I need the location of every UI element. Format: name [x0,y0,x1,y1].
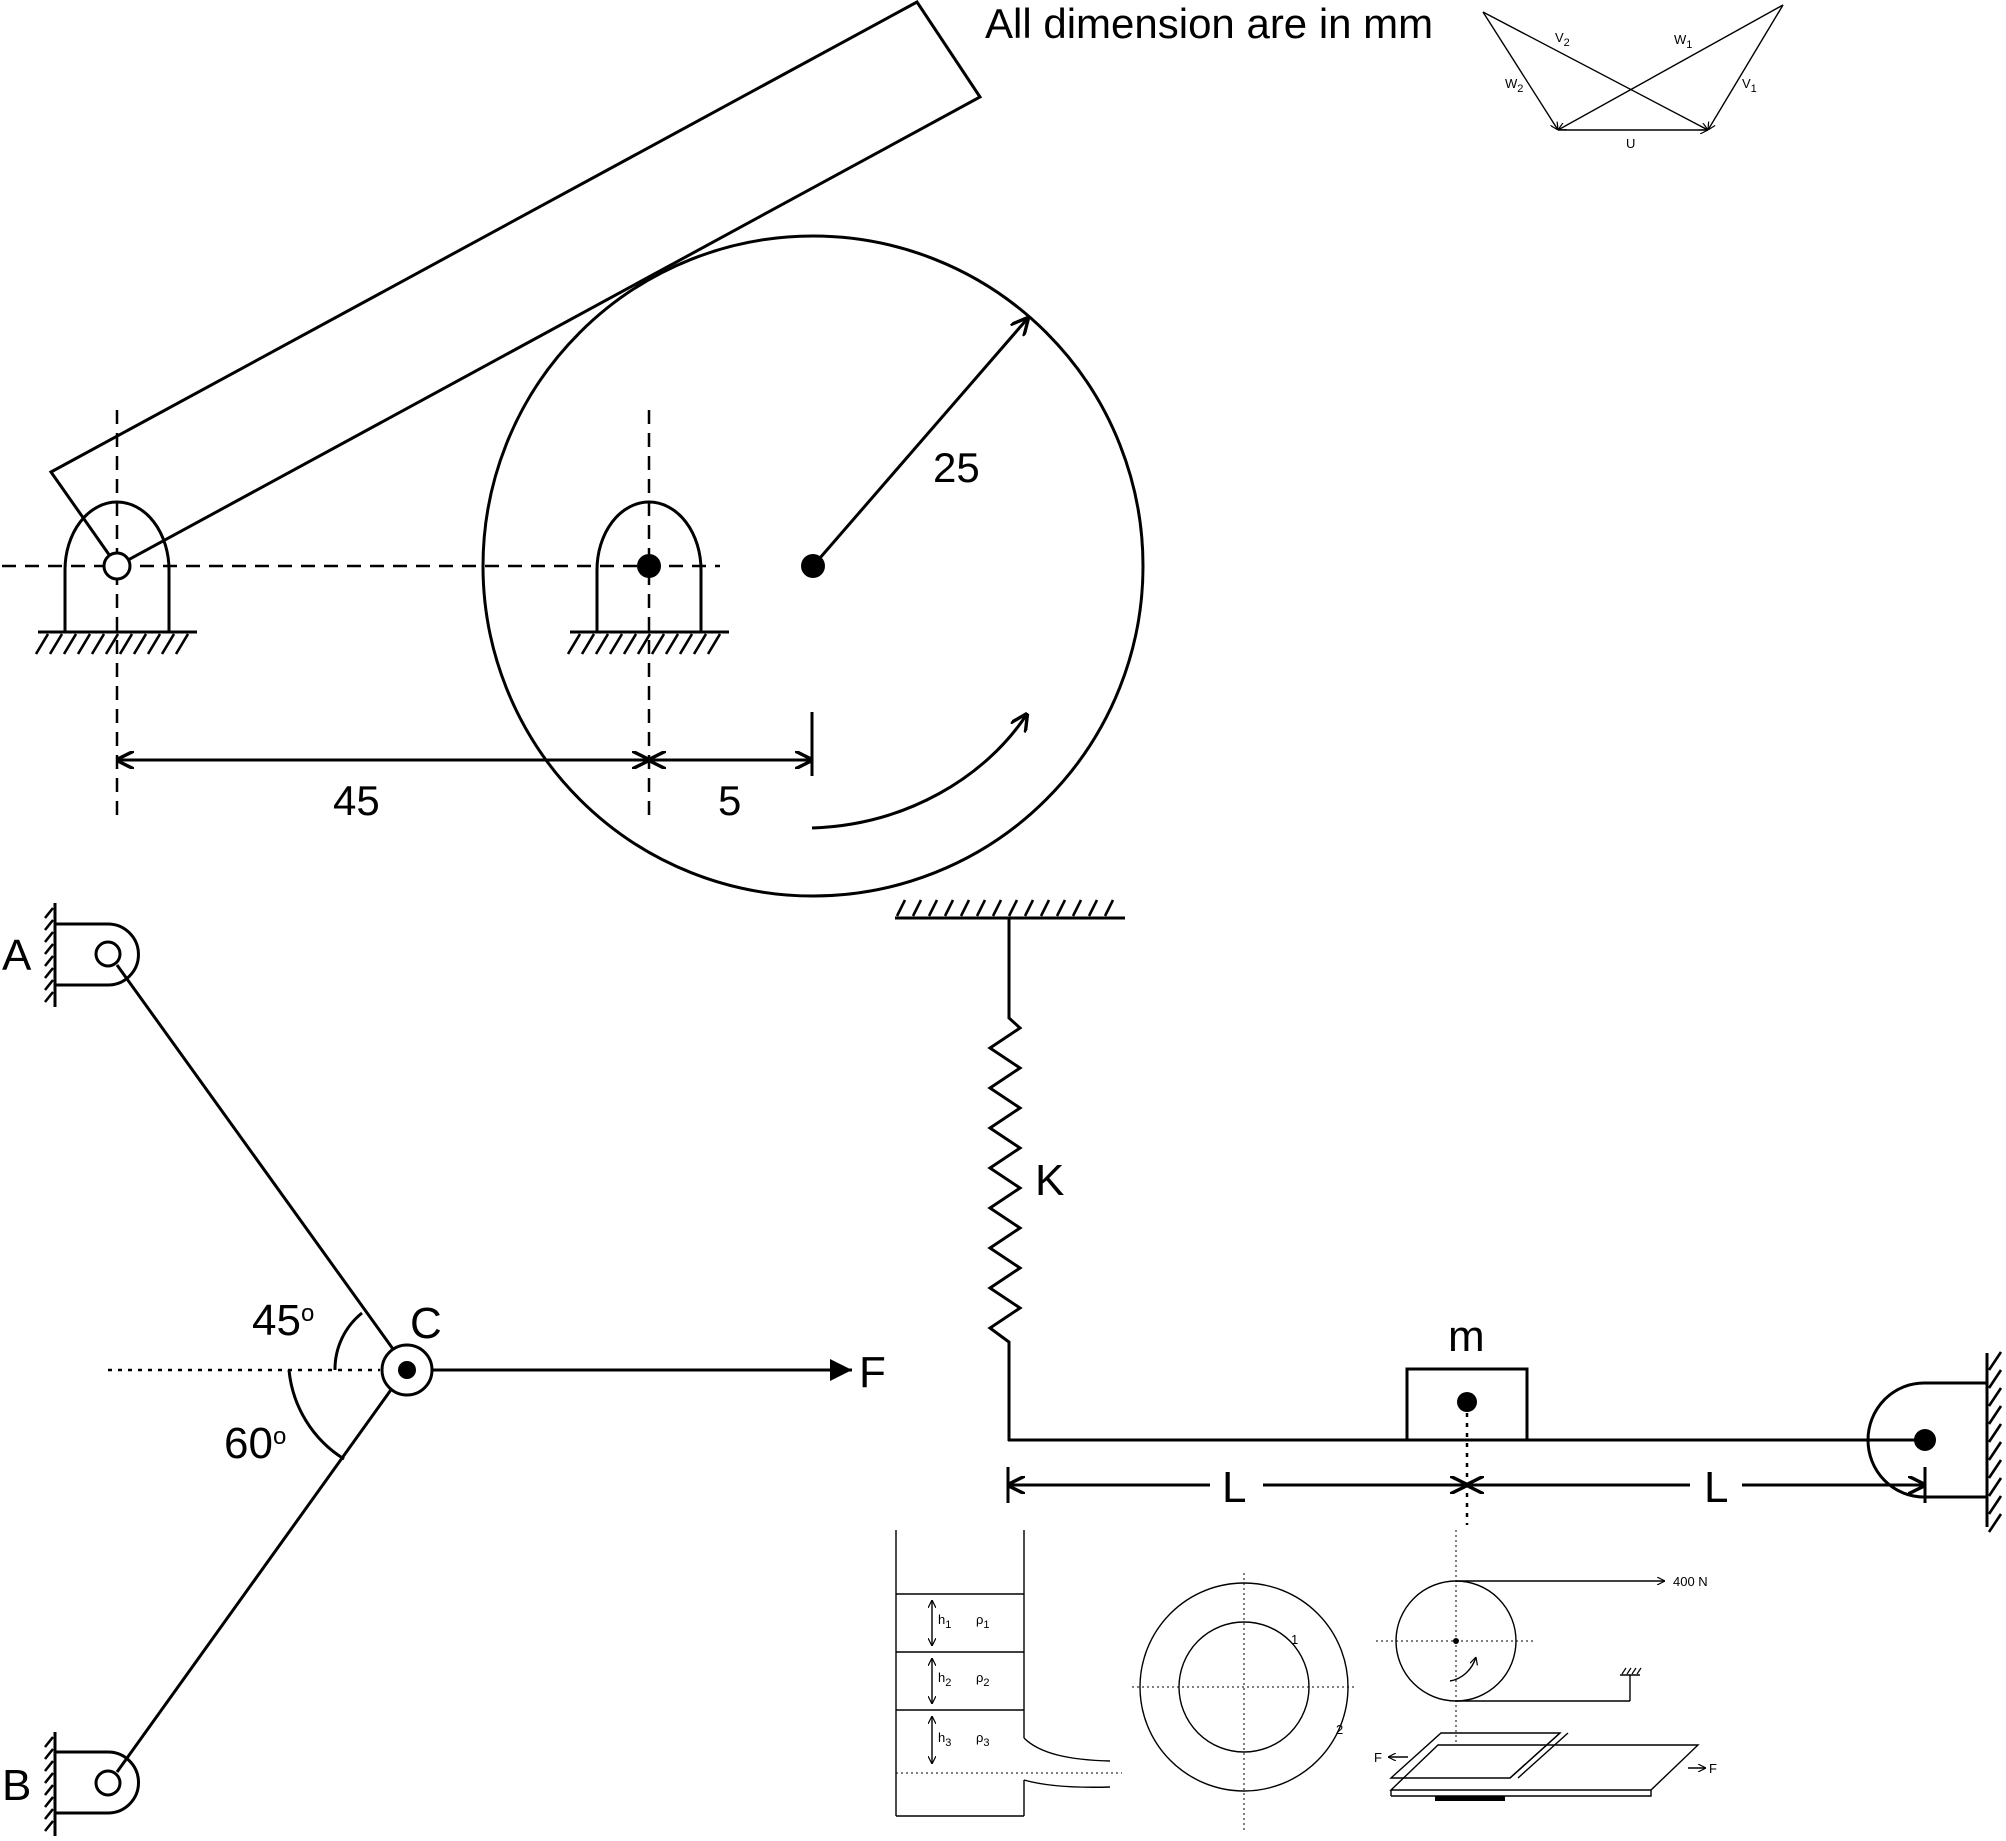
angle-45-label: 45o [252,1296,314,1345]
pin-b [94,1769,122,1797]
v1-vector [1708,4,1784,130]
wall-b-hatch [43,1736,55,1832]
spring-label: K [1035,1156,1064,1205]
layered-fluid-tank: h1 ρ1 h2 ρ2 h3 ρ3 [895,1530,1122,1817]
lap-joint: F F [1374,1732,1717,1801]
w2-vector [1482,11,1558,130]
lower-plate [1389,1744,1700,1791]
angle-arc-45 [333,1311,363,1371]
angle-arc-60 [287,1369,345,1461]
v2-label: V2 [1555,30,1570,49]
left-force-label: F [1374,1750,1382,1765]
h2-label: h2 [938,1670,951,1689]
label-b: B [2,1761,31,1810]
right-force-label: F [1709,1761,1717,1776]
weld-bead-2 [1517,1732,1569,1779]
angle-60-label: 60o [224,1419,286,1468]
member-ac [115,964,400,1357]
label-f: F [859,1348,886,1397]
right-pin-support [1866,1381,1986,1499]
left-pivot-pin [102,551,132,581]
left-l-label: L [1222,1463,1246,1512]
pin-support-b [56,1750,140,1815]
w1-vector [1558,4,1784,130]
rho2-label: ρ2 [976,1670,990,1689]
w1-label: W1 [1674,32,1692,51]
outer-circle [1139,1582,1349,1792]
inner-circle-label: 1 [1291,1632,1298,1647]
spring-mass-beam: K m L L [895,899,2003,1533]
mass-label: m [1448,1312,1485,1361]
right-l-label: L [1704,1463,1728,1512]
lower-plate-edge [1391,1790,1652,1797]
cam-pivot-pin [637,554,661,578]
member-bc [115,1379,400,1773]
two-bar-truss: A B C F 45o 60o [2,903,886,1836]
radius-label: 25 [933,444,980,491]
rho1-label: ρ1 [976,1612,990,1631]
w2-label: W2 [1505,76,1523,95]
h3-label: h3 [938,1730,951,1749]
weld-root [1435,1796,1505,1801]
radius-arrow [811,318,1028,567]
cam-pivot-ground-hatch [566,633,722,655]
h1-label: h1 [938,1612,951,1631]
follower-lever [48,0,983,568]
dimension-note: All dimension are in mm [985,0,1433,47]
spring [987,918,1023,1441]
inner-circle [1178,1621,1310,1753]
force-400n-label: 400 N [1673,1574,1708,1589]
weld-bead [1509,1732,1561,1779]
span-label: 45 [333,777,380,824]
pulley-rotation-arrow [1449,1657,1476,1682]
right-pin [1914,1429,1936,1451]
belt-anchor-hatch [1621,1667,1642,1675]
pin-a [94,940,122,968]
belt-pulley: 400 N [1376,1530,1708,1745]
v2-vector [1482,11,1708,130]
rotation-arrow [811,714,1027,830]
ceiling-hatch [895,899,1115,917]
velocity-triangle: V2 W1 W2 V1 U [1482,4,1784,151]
rho3-label: ρ3 [976,1730,990,1749]
outer-circle-label: 2 [1336,1722,1343,1737]
v1-label: V1 [1742,76,1757,95]
label-c: C [410,1299,442,1348]
jet-lower [1023,1779,1111,1788]
concentric-cylinders: 1 2 [1132,1573,1356,1833]
cam-disk [481,234,1145,898]
left-pivot-support [63,500,171,632]
label-a: A [2,931,32,980]
pin-support-a [56,922,140,987]
pulley-center [1453,1638,1459,1644]
cam-mechanism: 25 [2,0,1145,898]
mass-block [1405,1367,1529,1442]
jet-upper [1023,1737,1111,1762]
cam-pivot-support [595,500,703,632]
left-ground-hatch [34,633,190,655]
mass-center [1457,1392,1477,1412]
right-wall-hatch [1987,1351,2003,1533]
wall-a-hatch [43,907,55,1003]
u-label: U [1626,136,1635,151]
joint-c-pin [398,1361,416,1379]
offset-label: 5 [718,777,741,824]
